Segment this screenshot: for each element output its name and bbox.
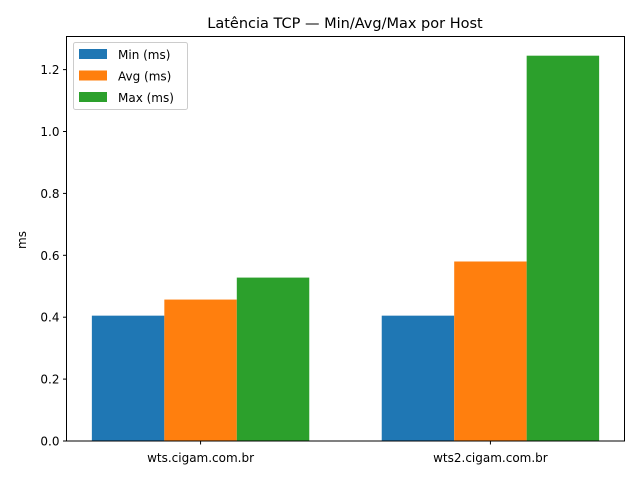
legend-label: Avg (ms)	[118, 70, 171, 84]
y-axis-label: ms	[15, 231, 29, 249]
x-tick-label: wts.cigam.com.br	[147, 451, 254, 465]
y-tick-label: 0.6	[40, 249, 59, 263]
y-tick-label: 0.0	[40, 435, 59, 449]
chart-title: Latência TCP — Min/Avg/Max por Host	[207, 16, 483, 32]
bar-2-1	[526, 55, 600, 441]
legend-swatch	[79, 70, 107, 81]
bar-1-1	[454, 261, 527, 441]
y-tick-label: 1.2	[40, 63, 59, 77]
y-tick-label: 1.0	[40, 125, 59, 139]
legend-swatch	[79, 49, 107, 59]
x-tick-label: wts2.cigam.com.br	[433, 451, 548, 465]
y-tick-label: 0.8	[40, 187, 59, 201]
y-tick-label: 0.2	[40, 373, 59, 387]
plot-frame	[66, 36, 625, 442]
legend-label: Max (ms)	[118, 91, 174, 105]
bar-0-1	[381, 315, 455, 441]
bar-1-0	[164, 299, 237, 441]
legend-label: Min (ms)	[118, 48, 170, 62]
bar-2-0	[236, 277, 310, 441]
legend-swatch	[79, 92, 107, 102]
bar-0-0	[91, 315, 165, 441]
legend: Min (ms) Avg (ms) Max (ms)	[73, 42, 188, 110]
y-tick-label: 0.4	[40, 311, 59, 325]
